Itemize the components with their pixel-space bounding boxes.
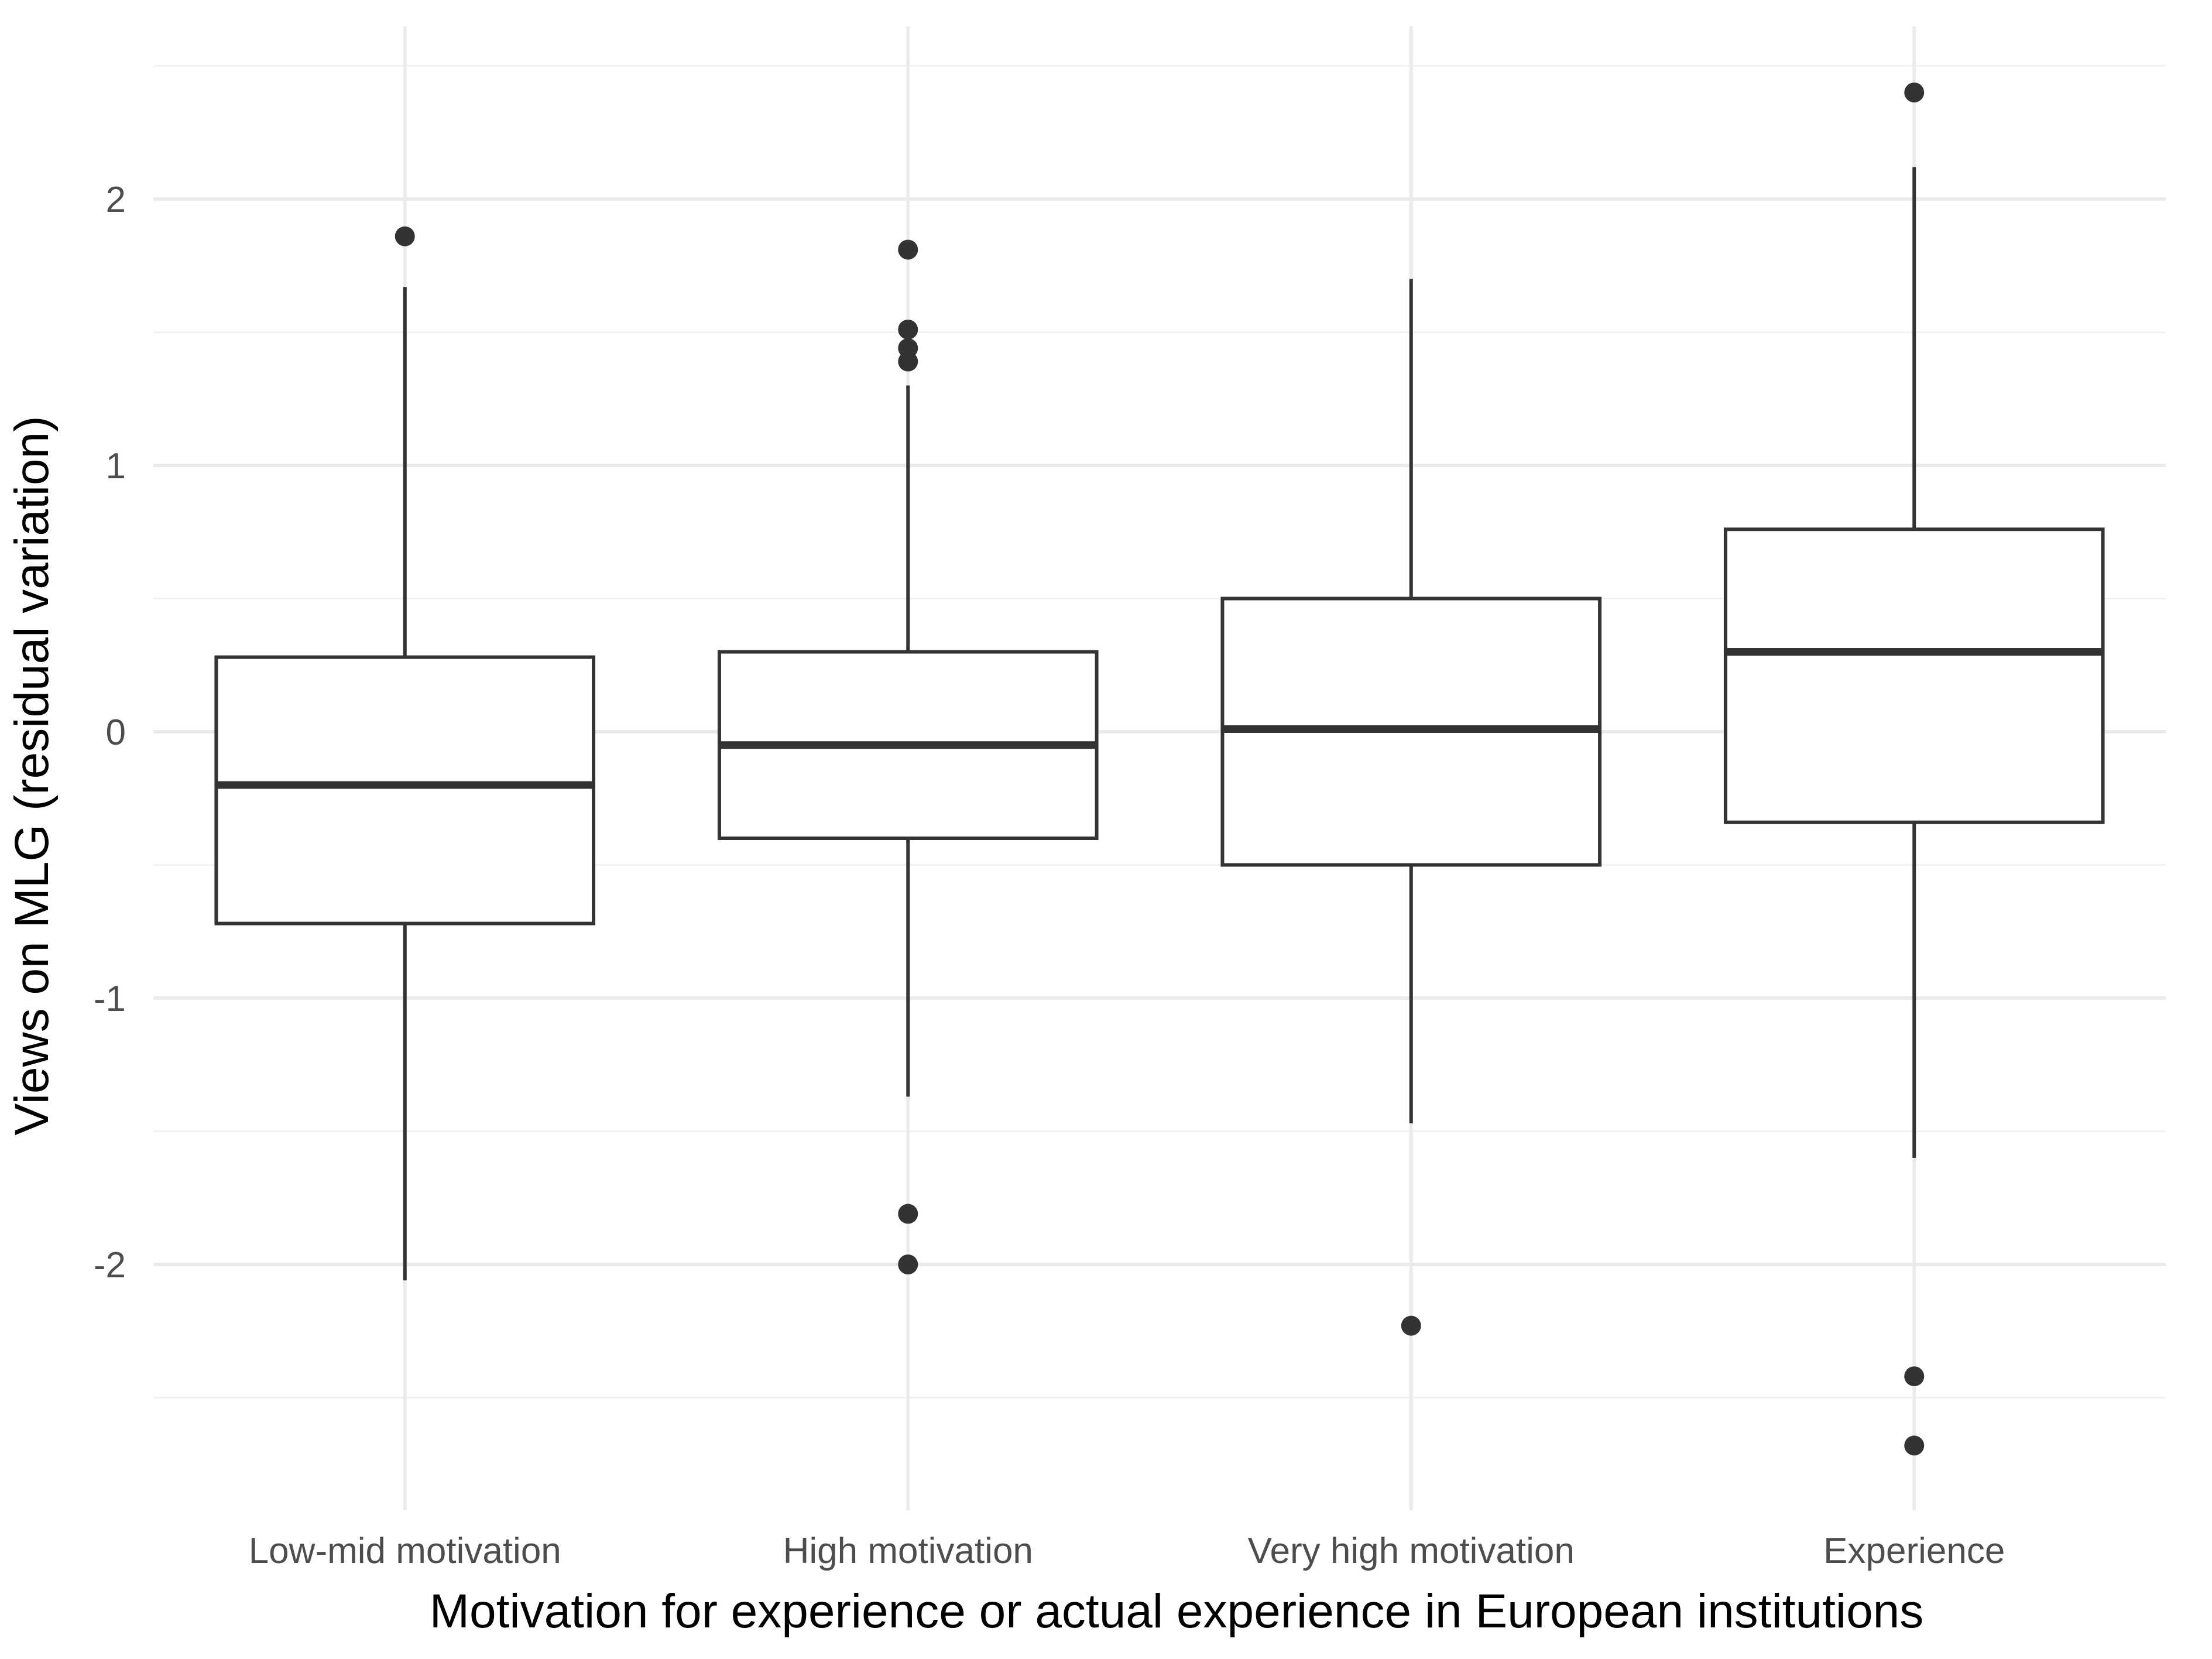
outlier-point xyxy=(898,1204,918,1224)
box-group xyxy=(214,226,596,1281)
y-tick-label: 2 xyxy=(106,180,126,220)
outlier-point xyxy=(898,239,918,260)
box-group xyxy=(717,239,1099,1274)
x-tick-label: Low-mid motivation xyxy=(249,1531,561,1571)
outlier-point xyxy=(1904,83,1925,102)
outlier-point xyxy=(1904,1435,1925,1456)
outlier-point xyxy=(898,1254,918,1274)
x-tick-label: Very high motivation xyxy=(1248,1531,1575,1571)
box-iqr xyxy=(214,655,596,926)
outlier-point xyxy=(1401,1315,1421,1336)
x-axis-title: Motivation for experience or actual expe… xyxy=(430,1585,1924,1638)
y-tick-labels: -2 -1 0 1 2 xyxy=(94,180,126,1286)
y-tick-label: -2 xyxy=(94,1245,126,1286)
y-tick-label: 1 xyxy=(106,446,126,486)
outlier-point xyxy=(898,351,918,372)
box-group xyxy=(1723,83,2105,1456)
box-group xyxy=(1220,279,1602,1336)
outlier-point xyxy=(395,226,415,246)
box-series xyxy=(214,83,2105,1456)
y-axis-title: Views on MLG (residual variation) xyxy=(5,416,59,1136)
outlier-point xyxy=(898,319,918,340)
x-tick-label: Experience xyxy=(1823,1531,2005,1571)
x-tick-label: High motivation xyxy=(783,1531,1033,1571)
x-tick-labels: Low-mid motivation High motivation Very hi… xyxy=(249,1531,2005,1571)
y-tick-label: -1 xyxy=(94,979,126,1019)
y-tick-label: 0 xyxy=(106,712,126,753)
box-iqr xyxy=(1723,527,2105,824)
outlier-point xyxy=(1904,1366,1925,1387)
